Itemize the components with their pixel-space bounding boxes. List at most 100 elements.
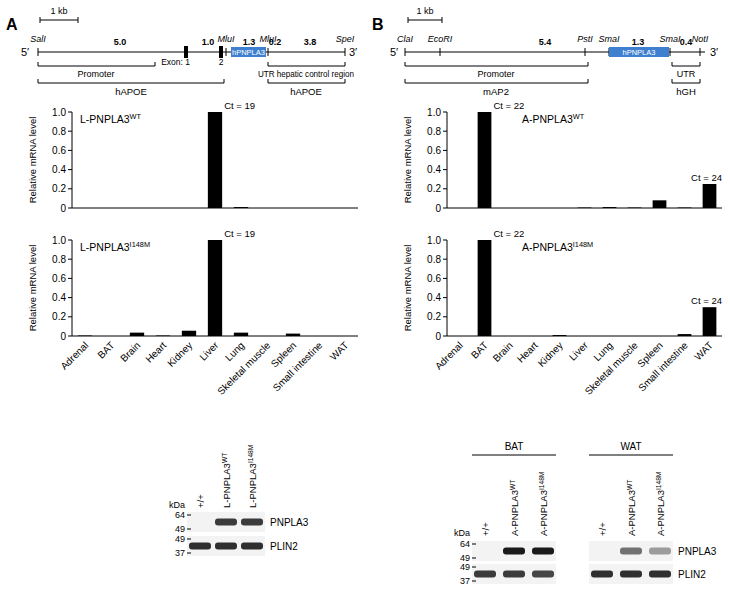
region-label: UTR hepatic control region [258,69,354,79]
figure: 00.20.40.60.81.0Relative mRNA levelL-PNP… [0,0,730,591]
segment-length: 0.4 [680,37,693,47]
x-tick-label: Brain [118,340,142,364]
segment-length: 1.3 [243,37,256,47]
chart-title: A-PNPLA3I148M [522,240,593,254]
source-bracket-end [268,79,269,83]
blot: +/+A-PNPLA3WTA-PNPLA3I148MBAT+/+A-PNPLA3… [454,441,717,586]
bar [208,240,222,336]
bar [234,333,248,336]
y-tick-label: 0 [60,331,66,342]
lane-label-sup: I148M [246,445,253,463]
construct-line [38,51,345,52]
y-axis-label: Relative mRNA level [402,245,413,332]
bars [208,112,248,208]
marker-tick [472,544,476,545]
exon-label: Exon: 1 [161,57,190,67]
source-bracket-end [224,79,225,83]
segment-length: 1.3 [632,37,645,47]
bar [182,331,196,336]
region-bracket [405,66,588,67]
site-label: SmaI [659,34,681,44]
x-axis [447,336,722,337]
source-bracket [672,83,700,84]
lane-label-sup: WT [220,453,227,463]
y-tick-label: 0.2 [52,311,66,322]
blot-background [589,541,673,561]
insert-label: hPNPLA3 [232,48,265,57]
x-axis [447,208,722,209]
y-tick [443,240,447,241]
region-bracket-end [345,62,346,66]
blot-background [472,564,556,584]
chart: 00.20.40.60.81.0AdrenalBATBrainHeartKidn… [27,228,358,397]
y-tick-label: 0.4 [427,164,441,175]
annotation: Ct = 22 [493,228,524,239]
band-label: PLIN2 [270,541,298,552]
y-axis-label: Relative mRNA level [402,117,413,204]
y-tick [443,131,447,132]
marker-label: 64 [460,539,470,549]
y-tick [443,278,447,279]
site-label: ClaI [397,34,414,44]
segment-length: 1.0 [202,37,215,47]
marker-label: 37 [175,548,185,558]
lane-label: A-PNPLA3WT [508,480,520,536]
y-tick [68,278,72,279]
chart: 00.20.40.60.81.0Relative mRNA levelA-PNP… [402,100,722,214]
x-tick-label: Liver [197,339,221,363]
site-tick [226,48,227,56]
site-label: NotI [692,34,709,44]
segment-length: 0.2 [269,37,282,47]
chart-title-base: A-PNPLA3 [522,241,573,253]
x-tick-label: Small intestine [636,339,690,393]
site-tick [405,48,406,56]
marker-label: 49 [175,534,185,544]
site-label: SpeI [336,34,355,44]
chart-title-sup: I148M [130,240,150,249]
y-tick [443,169,447,170]
y-tick [443,188,447,189]
bar [703,184,717,208]
x-tick-label: Adrenal [58,340,90,372]
y-tick [443,316,447,317]
y-axis [447,240,448,336]
kda-label: kDa [454,528,470,538]
group-line [589,455,673,456]
y-tick [68,169,72,170]
chart-title-sup: WT [130,112,142,121]
band [474,571,496,578]
site-label: SmaI [598,34,620,44]
marker-tick [187,515,191,516]
source-bracket [38,83,224,84]
group-line [472,455,556,456]
x-tick-label: Lung [223,340,247,364]
site-label: PstI [577,34,593,44]
region-bracket [268,66,345,67]
x-tick-label: Skeletal muscle [583,339,641,397]
scale-bar-end [442,17,443,23]
source-bracket [405,83,588,84]
segment-length: 5.0 [114,37,127,47]
end-label: 3′ [349,46,357,58]
y-tick-label: 0.6 [52,145,66,156]
y-tick [68,336,72,337]
source-label: mAP2 [483,86,509,97]
y-tick-label: 0 [435,331,441,342]
marker-label: 49 [175,524,185,534]
blot: +/+L-PNPLA3WTL-PNPLA3I148MkDa6449PNPLA34… [169,445,309,558]
lane-label: +/+ [597,522,608,536]
y-tick [443,259,447,260]
chart-title-sup: WT [573,112,585,121]
blot-background [187,512,265,532]
panel: B1 kb5′3′ClaIEcoRIPstISmaISmaINotIhPNPLA… [372,6,718,97]
y-tick [68,112,72,113]
scale-bar [408,20,442,21]
annotation: Ct = 22 [493,100,524,111]
x-tick-label: Skeletal muscle [215,339,273,397]
band [503,571,525,578]
annotation: Ct = 19 [224,228,255,239]
source-bracket-end [38,79,39,83]
y-tick-label: 0.8 [52,126,66,137]
band [620,571,642,578]
chart: 00.20.40.60.81.0Relative mRNA levelL-PNP… [27,100,358,214]
